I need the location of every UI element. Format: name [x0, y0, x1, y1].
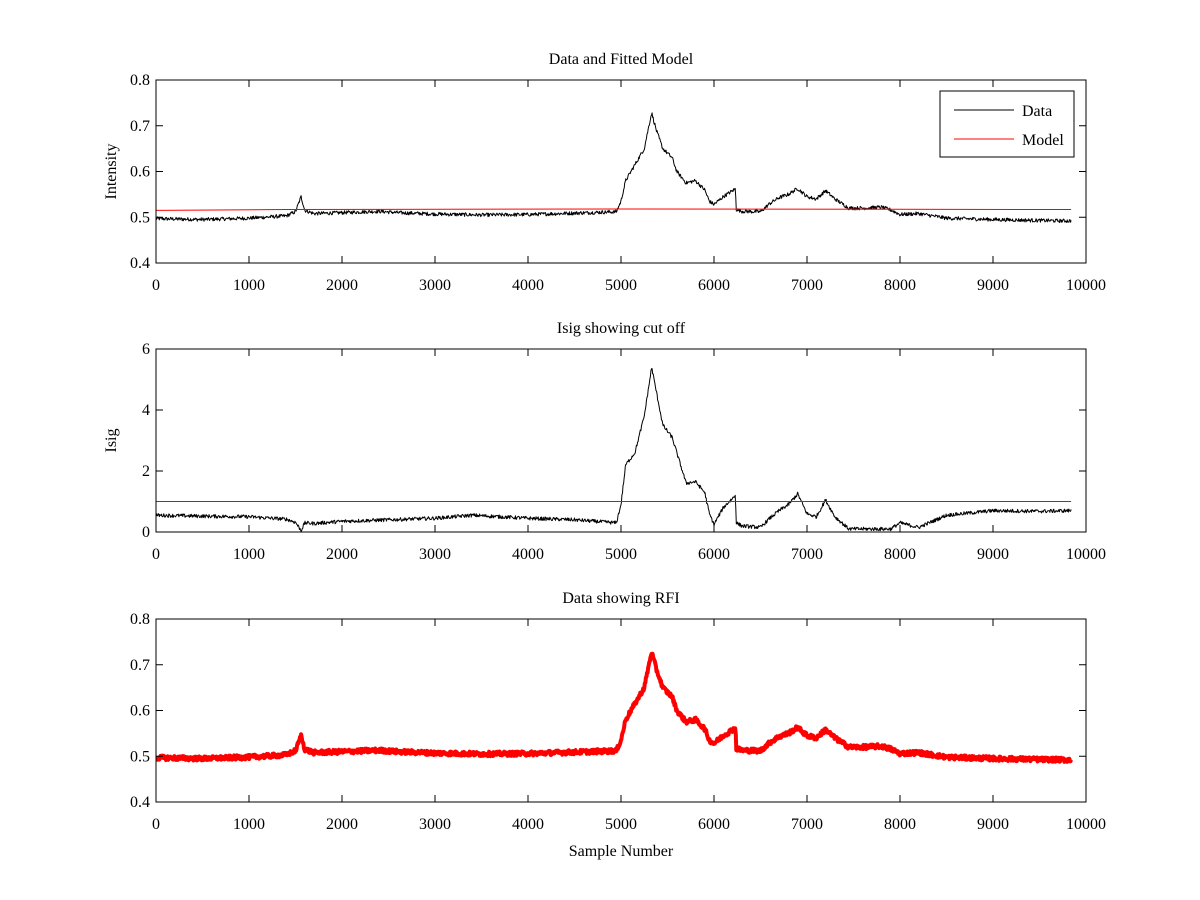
x-tick-label: 7000: [791, 277, 823, 294]
x-tick-label: 2000: [326, 277, 358, 294]
x-tick-label: 3000: [419, 277, 451, 294]
y-tick-label: 6: [142, 341, 150, 358]
x-tick-label: 6000: [698, 277, 730, 294]
x-tick-label: 7000: [791, 546, 823, 563]
y-tick-label: 0.8: [130, 611, 150, 628]
x-tick-label: 9000: [977, 816, 1009, 833]
x-tick-label: 1000: [233, 546, 265, 563]
x-tick-label: 1000: [233, 816, 265, 833]
x-tick-label: 6000: [698, 546, 730, 563]
legend-box: [939, 90, 1075, 158]
plot-area: [156, 619, 1086, 802]
y-axis-label: Isig: [103, 429, 120, 453]
x-tick-label: 5000: [605, 277, 637, 294]
chart-title: Isig showing cut off: [557, 320, 686, 337]
chart-title: Data and Fitted Model: [549, 51, 694, 68]
y-tick-label: 0.6: [130, 164, 150, 181]
x-tick-label: 0: [152, 546, 160, 563]
chart-panel-2: 0 1000 2000 3000 4000 5000 6000 7000 8000 9000 100…: [103, 320, 1106, 563]
series-group: [156, 651, 1073, 764]
chart-panel-1: 0 1000 2000 3000 4000 5000 6000 7000 8000 9000 100…: [103, 51, 1106, 294]
x-tick-label: 8000: [884, 546, 916, 563]
y-tick-label: 0.5: [130, 209, 150, 226]
y-tick-label: 0.7: [130, 657, 150, 674]
x-tick-label: 8000: [884, 277, 916, 294]
series-group: [156, 368, 1072, 532]
x-tick-label: 4000: [512, 546, 544, 563]
x-tick-label: 0: [152, 277, 160, 294]
x-tick-label: 5000: [605, 816, 637, 833]
chart-title: Data showing RFI: [562, 590, 679, 607]
y-tick-label: 4: [142, 402, 150, 419]
x-tick-label: 9000: [977, 277, 1009, 294]
y-axis-label: Intensity: [103, 144, 120, 200]
y-tick-label: 0.5: [130, 748, 150, 765]
x-tick-label: 10000: [1066, 546, 1106, 563]
x-tick-label: 3000: [419, 546, 451, 563]
x-tick-label: 9000: [977, 546, 1009, 563]
x-axis-label: Sample Number: [569, 843, 674, 860]
x-tick-label: 2000: [326, 816, 358, 833]
y-tick-label: 0: [142, 524, 150, 541]
y-tick-label: 2: [142, 463, 150, 480]
x-tick-label: 10000: [1066, 816, 1106, 833]
y-tick-label: 0.8: [130, 72, 150, 89]
x-tick-label: 6000: [698, 816, 730, 833]
series-line-1: [156, 368, 1072, 532]
chart-panel-3: 0 1000 2000 3000 4000 5000 6000 7000 8000 9000 100…: [130, 590, 1106, 860]
x-tick-label: 7000: [791, 816, 823, 833]
x-tick-label: 2000: [326, 546, 358, 563]
y-tick-label: 0.4: [130, 794, 150, 811]
x-tick-label: 4000: [512, 816, 544, 833]
x-tick-label: 5000: [605, 546, 637, 563]
x-tick-label: 1000: [233, 277, 265, 294]
y-tick-label: 0.6: [130, 703, 150, 720]
series-line-1: [156, 112, 1072, 223]
plot-area: [156, 80, 1086, 263]
series-line-1: [156, 651, 1073, 764]
x-tick-label: 10000: [1066, 277, 1106, 294]
y-tick-label: 0.4: [130, 255, 150, 272]
x-tick-label: 4000: [512, 277, 544, 294]
x-tick-label: 3000: [419, 816, 451, 833]
x-tick-label: 0: [152, 816, 160, 833]
x-tick-label: 8000: [884, 816, 916, 833]
legend-label-1: Data: [1022, 103, 1052, 120]
legend: Data Model: [939, 90, 1075, 158]
y-tick-label: 0.7: [130, 118, 150, 135]
series-line-2: [156, 208, 1072, 211]
series-group: [156, 112, 1072, 223]
legend-label-2: Model: [1022, 132, 1064, 149]
